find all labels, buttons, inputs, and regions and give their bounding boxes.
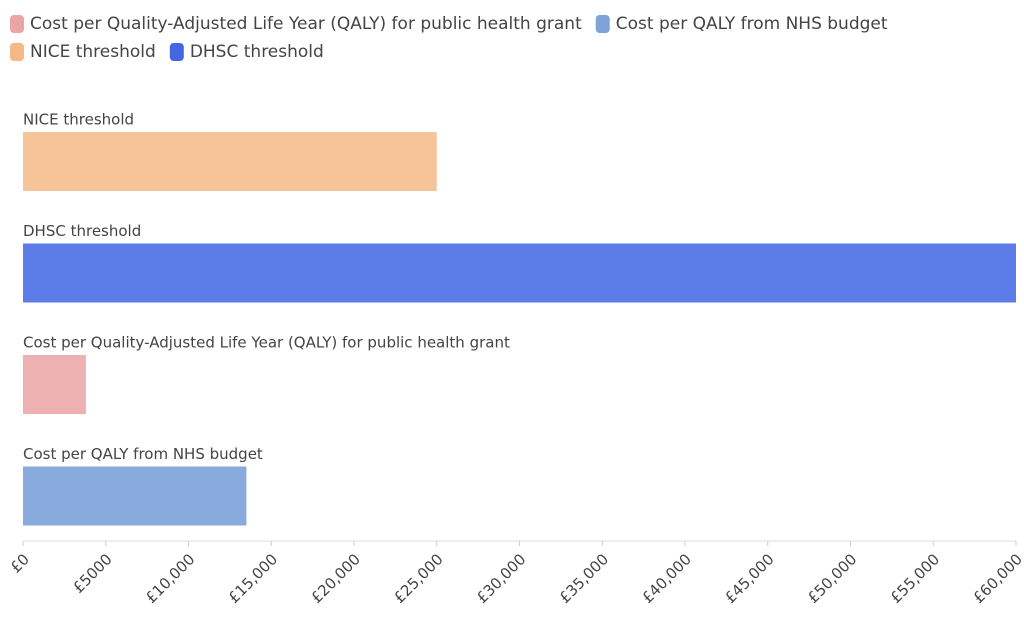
x-tick-label: £15,000 <box>225 550 282 607</box>
x-tick-label: £5000 <box>69 550 115 596</box>
x-tick-label: £55,000 <box>887 550 944 607</box>
bar-category-label: NICE threshold <box>23 111 134 129</box>
bar <box>23 355 86 414</box>
legend-label: NICE threshold <box>30 42 156 62</box>
x-tick-label: £10,000 <box>142 550 199 607</box>
x-tick-label: £50,000 <box>804 550 861 607</box>
bar <box>23 466 247 526</box>
legend-label: Cost per Quality-Adjusted Life Year (QAL… <box>30 14 582 34</box>
x-tick-label: £35,000 <box>556 550 613 607</box>
bar <box>23 132 437 191</box>
x-tick-label: £25,000 <box>390 550 447 607</box>
bar-category-label: Cost per QALY from NHS budget <box>23 445 263 463</box>
x-tick-label: £0 <box>7 550 33 576</box>
bar-category-label: DHSC threshold <box>23 222 141 240</box>
x-tick-label: £60,000 <box>969 550 1024 607</box>
legend-swatch <box>10 15 24 33</box>
x-tick-label: £45,000 <box>721 550 778 607</box>
x-tick-label: £30,000 <box>473 550 530 607</box>
legend-swatch <box>10 43 24 61</box>
x-tick-label: £40,000 <box>638 550 695 607</box>
legend-label: Cost per QALY from NHS budget <box>616 14 888 34</box>
bar-category-label: Cost per Quality-Adjusted Life Year (QAL… <box>23 334 510 352</box>
x-tick-label: £20,000 <box>307 550 364 607</box>
legend-swatch <box>169 43 184 61</box>
legend-swatch <box>595 15 610 33</box>
bar <box>23 243 1016 303</box>
legend-label: DHSC threshold <box>190 42 324 62</box>
